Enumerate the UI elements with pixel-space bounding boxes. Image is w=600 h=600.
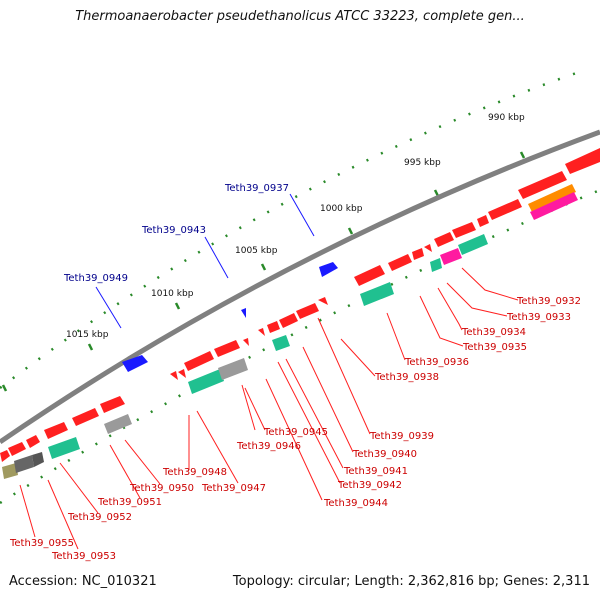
forward-gene-arrow[interactable] xyxy=(267,321,280,333)
major-tick xyxy=(519,151,526,159)
cog-box[interactable] xyxy=(14,455,34,473)
gene-label[interactable]: Teth39_0944 xyxy=(323,498,388,509)
gene-label[interactable]: Teth39_0953 xyxy=(51,551,116,562)
gene-label[interactable]: Teth39_0933 xyxy=(506,312,571,323)
gene-label[interactable]: Teth39_0948 xyxy=(162,467,227,478)
gene-label[interactable]: Teth39_0935 xyxy=(462,342,527,353)
outer-tick-track xyxy=(0,68,586,389)
forward-genes xyxy=(0,148,600,462)
forward-gene-arrow[interactable] xyxy=(178,369,186,378)
cog-box[interactable] xyxy=(530,192,578,220)
forward-gene-arrow[interactable] xyxy=(8,442,26,456)
major-tick xyxy=(87,343,94,351)
forward-leaders xyxy=(19,267,519,550)
scale-label: 1005 kbp xyxy=(235,246,278,256)
gene-label[interactable]: Teth39_0941 xyxy=(343,466,408,477)
map-title: Thermoanaerobacter pseudethanolicus ATCC… xyxy=(75,9,525,24)
gene-label[interactable]: Teth39_0938 xyxy=(374,372,439,383)
major-tick xyxy=(433,189,440,197)
forward-gene-arrow[interactable] xyxy=(258,328,265,336)
gene-label[interactable]: Teth39_0932 xyxy=(516,296,581,307)
forward-gene-arrow[interactable] xyxy=(170,371,178,380)
cog-box[interactable] xyxy=(360,282,394,306)
cog-box[interactable] xyxy=(48,437,80,459)
gene-label[interactable]: Teth39_0936 xyxy=(404,357,469,368)
cog-box[interactable] xyxy=(188,369,224,394)
summary-text: Topology: circular; Length: 2,362,816 bp… xyxy=(232,574,590,589)
forward-gene-arrow[interactable] xyxy=(565,148,600,174)
reverse-leaders xyxy=(95,193,315,329)
cog-box[interactable] xyxy=(218,358,248,380)
gene-label[interactable]: Teth39_0955 xyxy=(9,538,74,549)
gene-label[interactable]: Teth39_0945 xyxy=(263,427,328,438)
forward-gene-arrow[interactable] xyxy=(354,265,385,286)
forward-gene-arrow[interactable] xyxy=(184,351,214,371)
reverse-gene-arrow[interactable] xyxy=(241,308,246,318)
forward-gene-arrow[interactable] xyxy=(296,303,319,319)
reverse-gene-arrow[interactable] xyxy=(122,355,148,372)
gene-label[interactable]: Teth39_0943 xyxy=(141,225,206,236)
forward-gene-arrow[interactable] xyxy=(214,340,240,357)
cog-box[interactable] xyxy=(430,258,442,272)
gene-label[interactable]: Teth39_0946 xyxy=(236,441,301,452)
forward-gene-arrow[interactable] xyxy=(0,450,10,462)
gene-label[interactable]: Teth39_0942 xyxy=(337,480,402,491)
major-tick xyxy=(260,263,267,271)
forward-gene-arrow[interactable] xyxy=(518,171,567,199)
reverse-gene-arrow[interactable] xyxy=(319,262,338,277)
cog-box[interactable] xyxy=(272,335,290,351)
accession-text: Accession: NC_010321 xyxy=(9,574,157,589)
gene-label[interactable]: Teth39_0947 xyxy=(201,483,266,494)
forward-gene-arrow[interactable] xyxy=(452,222,476,238)
major-ticks xyxy=(1,151,526,392)
scale-label: 1010 kbp xyxy=(151,289,194,299)
major-tick xyxy=(347,227,354,235)
gene-label[interactable]: Teth39_0951 xyxy=(97,497,162,508)
forward-gene-arrow[interactable] xyxy=(72,408,99,426)
gene-label[interactable]: Teth39_0952 xyxy=(67,512,132,523)
forward-gene-arrow[interactable] xyxy=(412,248,424,260)
scale-label: 1015 kbp xyxy=(66,330,109,340)
forward-gene-arrow[interactable] xyxy=(388,254,412,271)
gene-label[interactable]: Teth39_0934 xyxy=(461,327,526,338)
forward-gene-arrow[interactable] xyxy=(243,338,249,346)
gene-label[interactable]: Teth39_0937 xyxy=(224,183,289,194)
forward-gene-arrow[interactable] xyxy=(488,199,522,220)
cog-box[interactable] xyxy=(2,463,18,479)
major-tick xyxy=(174,302,181,310)
cog-box[interactable] xyxy=(104,414,132,434)
forward-gene-arrow[interactable] xyxy=(279,313,298,328)
gene-label[interactable]: Teth39_0949 xyxy=(63,273,128,284)
genome-backbone xyxy=(0,129,600,445)
forward-gene-arrow[interactable] xyxy=(100,396,125,413)
forward-gene-arrow[interactable] xyxy=(44,422,68,439)
cog-box[interactable] xyxy=(528,184,576,212)
cog-track xyxy=(2,184,578,479)
gene-label[interactable]: Teth39_0940 xyxy=(352,449,417,460)
cog-box[interactable] xyxy=(440,248,462,265)
forward-gene-arrow[interactable] xyxy=(434,232,454,247)
scale-label: 990 kbp xyxy=(488,113,525,123)
gene-label[interactable]: Teth39_0939 xyxy=(369,431,434,442)
forward-gene-arrow[interactable] xyxy=(318,297,328,305)
gene-label[interactable]: Teth39_0950 xyxy=(129,483,194,494)
cog-box[interactable] xyxy=(458,234,488,255)
inner-tick-track xyxy=(0,188,600,505)
major-tick xyxy=(1,384,8,392)
forward-gene-arrow[interactable] xyxy=(477,215,489,227)
forward-gene-arrow[interactable] xyxy=(26,435,40,448)
cog-box[interactable] xyxy=(32,452,44,467)
scale-label: 995 kbp xyxy=(404,158,441,168)
forward-gene-arrow[interactable] xyxy=(424,244,432,252)
scale-label: 1000 kbp xyxy=(320,204,363,214)
